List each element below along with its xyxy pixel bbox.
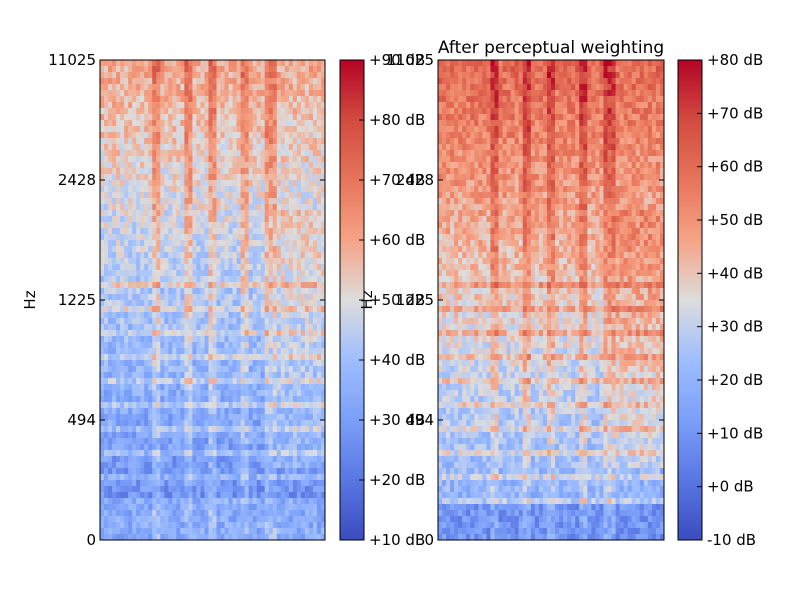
y-tick-label: 1225 [396, 291, 434, 309]
colorbar-tick-label: +80 dB [369, 111, 425, 129]
colorbar-tick-label: +10 dB [369, 531, 425, 549]
colorbar-tick-label: +60 dB [369, 231, 425, 249]
y-axis-label: Hz [21, 290, 39, 309]
y-tick-label: 0 [86, 531, 96, 549]
colorbar-tick-label: +60 dB [707, 158, 763, 176]
colorbar-gradient [678, 60, 702, 540]
colorbar-tick-label: +80 dB [707, 51, 763, 69]
y-tick-label: 0 [424, 531, 434, 549]
colorbar-tick-label: +70 dB [707, 104, 763, 122]
y-tick-label: 494 [405, 411, 434, 429]
y-tick-label: 494 [67, 411, 96, 429]
colorbar-tick-label: -10 dB [707, 531, 756, 549]
colorbar-tick-label: +10 dB [707, 424, 763, 442]
colorbar-tick-label: +40 dB [369, 351, 425, 369]
chart-title: After perceptual weighting [438, 38, 664, 58]
y-tick-label: 2428 [396, 171, 434, 189]
spectrogram-heatmap [438, 60, 664, 540]
y-tick-label: 11025 [48, 51, 96, 69]
y-tick-label: 11025 [386, 51, 434, 69]
y-axis-label: Hz [358, 290, 376, 309]
colorbar-tick-label: +20 dB [707, 371, 763, 389]
colorbar-ticks: -10 dB +0 dB +10 dB +20 dB +30 dB +40 dB +50 d… [697, 51, 763, 549]
colorbar-tick-label: +50 dB [707, 211, 763, 229]
y-tick-label: 1225 [58, 291, 96, 309]
colorbar-tick-label: +30 dB [707, 318, 763, 336]
panel-original: Hz 0 494 1225 2428 11025 [21, 51, 325, 549]
colorbar-weighted: -10 dB +0 dB +10 dB +20 dB +30 dB +40 dB +50 d… [678, 51, 763, 549]
colorbar-tick-label: +0 dB [707, 478, 754, 496]
colorbar-tick-label: +20 dB [369, 471, 425, 489]
spectrogram-heatmap [100, 60, 325, 540]
y-tick-label: 2428 [58, 171, 96, 189]
colorbar-tick-label: +40 dB [707, 264, 763, 282]
